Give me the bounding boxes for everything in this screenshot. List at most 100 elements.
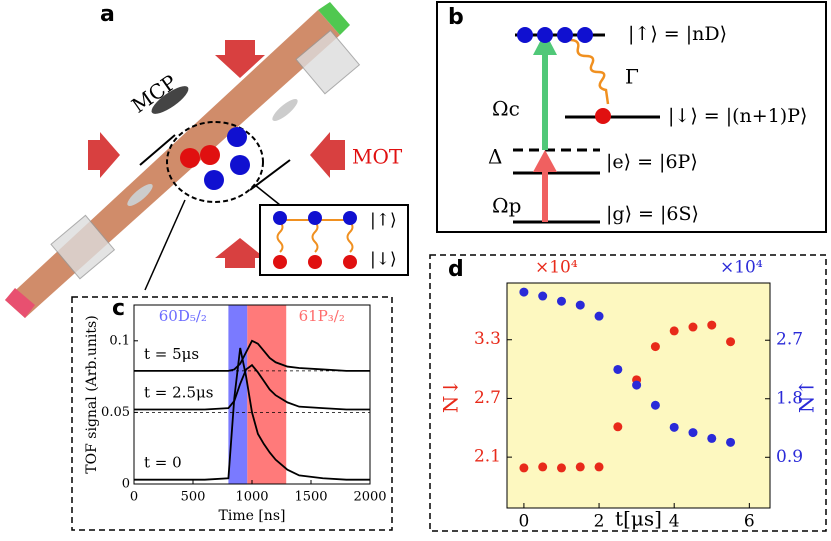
mcp-plate bbox=[151, 86, 189, 114]
mot-arrow bbox=[215, 40, 265, 78]
atom bbox=[308, 255, 322, 269]
y-tick-label: 0.05 bbox=[101, 405, 130, 420]
atom bbox=[343, 211, 357, 225]
x-tick-label: 2000 bbox=[353, 490, 386, 505]
plot-area bbox=[506, 282, 771, 509]
state-label: |↑⟩ = |nD⟩ bbox=[628, 23, 727, 45]
state-label: |g⟩ = |6S⟩ bbox=[606, 203, 699, 225]
atom bbox=[557, 27, 573, 43]
beam-end bbox=[5, 288, 35, 318]
atom bbox=[343, 255, 357, 269]
data-point bbox=[556, 296, 566, 306]
panel-frame bbox=[436, 1, 827, 233]
data-point bbox=[669, 422, 679, 432]
panel-frame bbox=[429, 254, 827, 532]
multiplier: ×10⁴ bbox=[720, 258, 763, 278]
y-tick-label: 0 bbox=[122, 477, 130, 492]
x-tick-label: 0 bbox=[130, 490, 138, 505]
y2-axis-label: N↑ bbox=[795, 379, 819, 413]
state-label: |↓⟩ = |(n+1)P⟩ bbox=[668, 105, 807, 127]
x-tick-label: 500 bbox=[181, 490, 206, 505]
atom bbox=[180, 148, 200, 168]
arrowhead bbox=[533, 32, 557, 55]
cube bbox=[295, 29, 361, 95]
data-point bbox=[650, 400, 660, 410]
panel-label: c bbox=[112, 296, 125, 321]
data-point bbox=[594, 462, 604, 472]
trace bbox=[134, 339, 370, 372]
band-label: 61P₃/₂ bbox=[299, 307, 345, 325]
trace-label: t = 5μs bbox=[144, 345, 199, 363]
y-tick-label: 2.7 bbox=[474, 388, 501, 408]
x-tick-label: 1000 bbox=[235, 490, 268, 505]
data-point bbox=[556, 463, 566, 473]
electrode bbox=[249, 159, 291, 191]
x-axis-label: t[μs] bbox=[615, 507, 662, 531]
data-point bbox=[669, 326, 679, 336]
panel-label: b bbox=[448, 5, 464, 30]
atom bbox=[200, 145, 220, 165]
trace-label: t = 0 bbox=[144, 454, 182, 472]
mot-arrow bbox=[310, 132, 345, 178]
atom bbox=[537, 27, 553, 43]
data-point bbox=[726, 337, 736, 347]
rabi-label: Ωc bbox=[492, 97, 520, 121]
data-point bbox=[594, 311, 604, 321]
beam-end bbox=[318, 2, 350, 35]
data-point bbox=[538, 291, 548, 301]
trace-label: t = 2.5μs bbox=[144, 384, 213, 402]
multiplier: ×10⁴ bbox=[535, 258, 578, 278]
state-label: |↓⟩ bbox=[370, 250, 397, 270]
atom bbox=[273, 211, 287, 225]
band bbox=[247, 305, 287, 484]
atom bbox=[595, 108, 611, 124]
atom bbox=[230, 155, 250, 175]
trace bbox=[134, 347, 370, 481]
data-point bbox=[613, 364, 623, 374]
electrode bbox=[139, 134, 176, 166]
x-axis-label: Time [ns] bbox=[219, 508, 286, 524]
y2-tick-label: 2.7 bbox=[776, 330, 803, 350]
panel-b: b |↑⟩ = |nD⟩ Γ Ωc |↓⟩ = |(n+1)P⟩ Δ |e⟩ =… bbox=[436, 1, 827, 233]
data-point bbox=[613, 422, 623, 432]
lens bbox=[272, 99, 298, 121]
data-point bbox=[726, 437, 736, 447]
data-point bbox=[519, 463, 529, 473]
pointer bbox=[144, 199, 186, 291]
data-point bbox=[575, 300, 585, 310]
y2-tick-label: 1.8 bbox=[776, 388, 803, 408]
mot-arrow bbox=[88, 132, 120, 178]
panel-a-drawing: a MCP MOT |↑⟩ |↓⟩ bbox=[5, 2, 409, 318]
atom bbox=[227, 127, 247, 147]
data-point bbox=[538, 462, 548, 472]
atom-cloud bbox=[166, 121, 264, 203]
atom bbox=[204, 170, 224, 190]
data-point bbox=[650, 342, 660, 352]
band bbox=[228, 305, 248, 484]
data-point bbox=[575, 462, 585, 472]
band-label: 60D₅/₂ bbox=[159, 307, 207, 325]
cube bbox=[50, 214, 116, 280]
x-tick-label: 2 bbox=[594, 512, 605, 532]
panel-frame bbox=[71, 296, 393, 531]
mot-label: MOT bbox=[352, 145, 403, 169]
y-axis-label: N↓ bbox=[439, 379, 463, 413]
lens bbox=[127, 184, 153, 206]
x-tick-label: 6 bbox=[744, 512, 755, 532]
y-tick-label: 2.1 bbox=[474, 447, 501, 467]
panel-label: a bbox=[100, 2, 115, 27]
arrowhead bbox=[533, 150, 557, 172]
state-label: |e⟩ = |6P⟩ bbox=[606, 151, 698, 173]
atom bbox=[273, 255, 287, 269]
atom bbox=[308, 211, 322, 225]
x-tick-label: 0 bbox=[518, 512, 529, 532]
y-tick-label: 3.3 bbox=[474, 329, 501, 349]
y-tick-label: 0.1 bbox=[109, 333, 130, 348]
panel-label: d bbox=[448, 257, 464, 282]
data-point bbox=[688, 428, 698, 438]
trace bbox=[134, 363, 370, 411]
decay bbox=[569, 38, 610, 105]
mot-arrow bbox=[215, 238, 265, 268]
y-axis-label: TOF signal (Arb.units) bbox=[84, 315, 100, 473]
